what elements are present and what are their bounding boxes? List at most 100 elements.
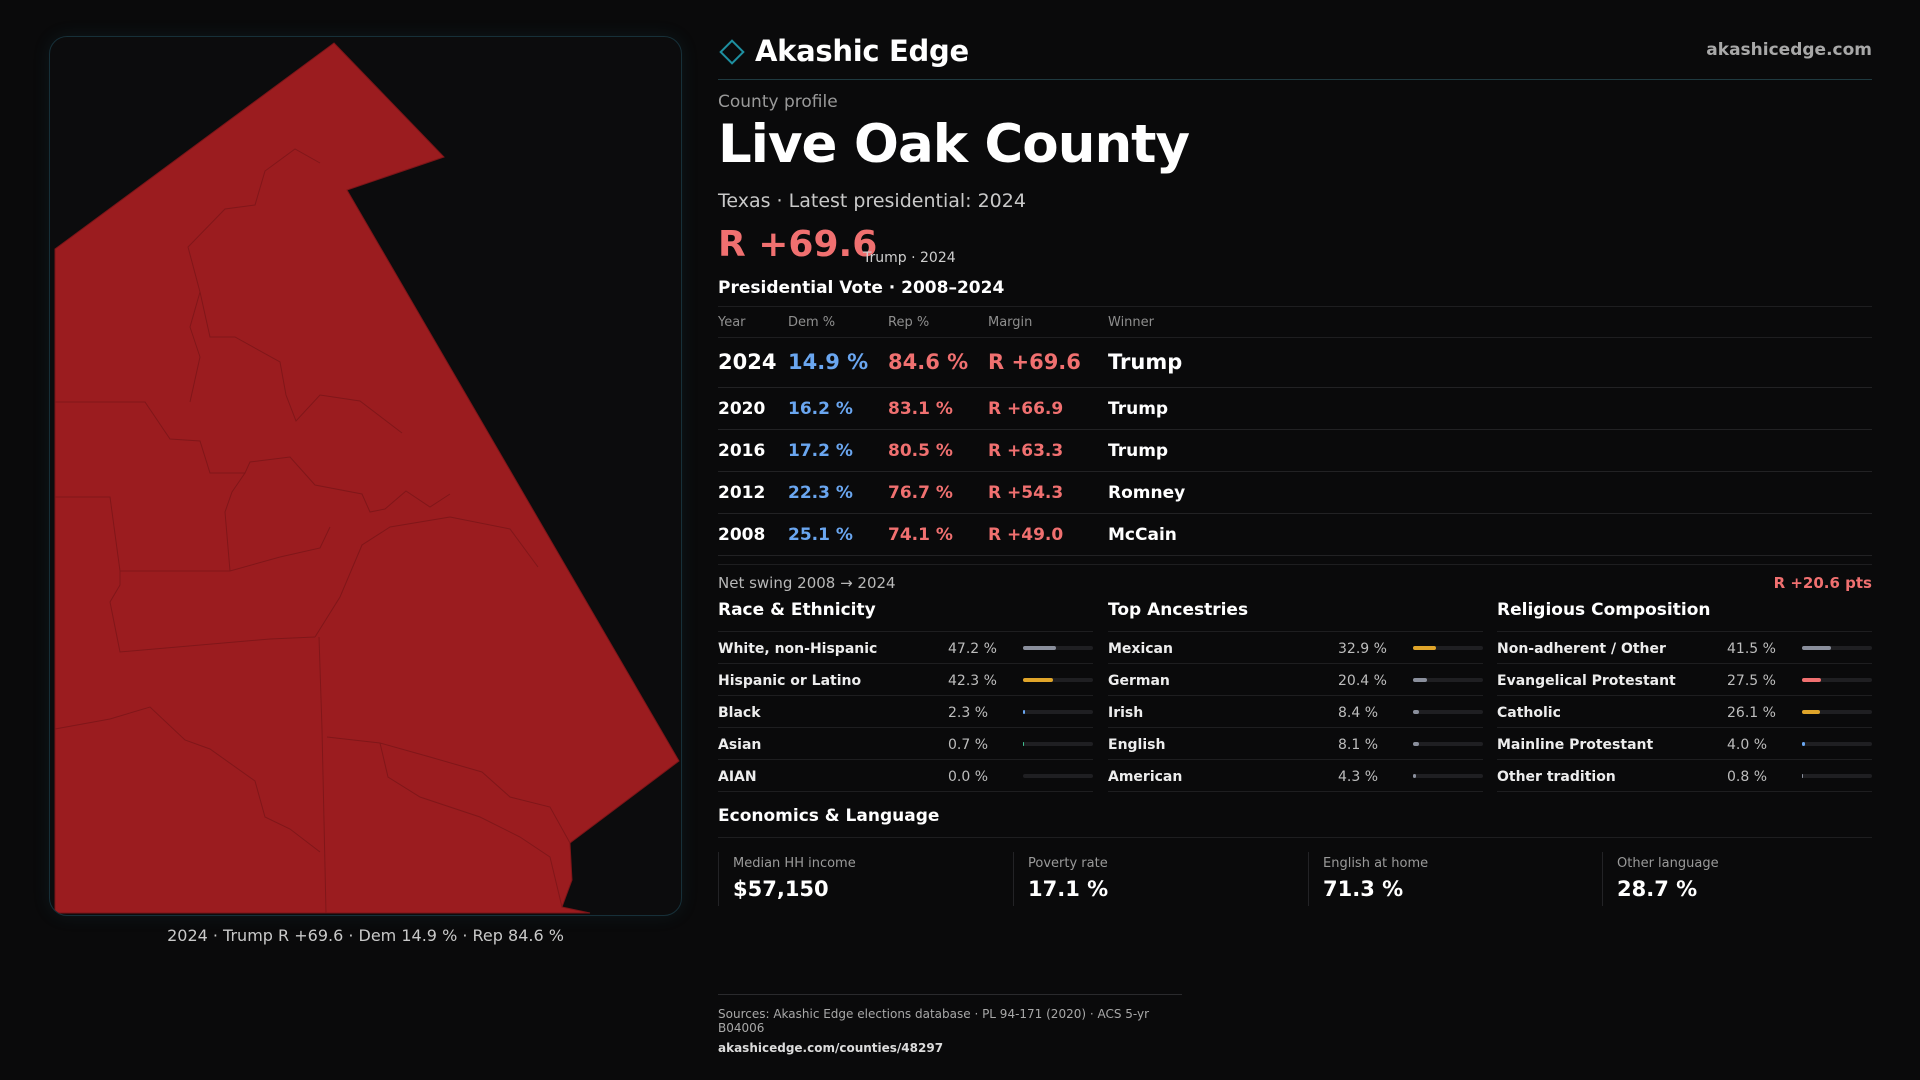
percent-bar-track	[1023, 710, 1093, 714]
cell-margin: R +49.0	[988, 525, 1064, 545]
item-percent: 47.2 %	[948, 641, 997, 657]
stat-value: 17.1 %	[1028, 877, 1109, 901]
economics-header: Economics & Language	[718, 806, 1872, 838]
cell-dem: 17.2 %	[788, 441, 853, 461]
item-percent: 27.5 %	[1727, 673, 1776, 689]
cell-margin: R +54.3	[988, 483, 1064, 503]
percent-bar-fill	[1802, 742, 1805, 746]
item-label: American	[1108, 769, 1183, 785]
cell-winner: McCain	[1108, 525, 1177, 545]
list-item: AIAN 0.0 %	[718, 760, 1093, 792]
stat-label: Other language	[1617, 856, 1719, 871]
item-label: English	[1108, 737, 1166, 753]
stat-card-income: Median HH income $57,150	[718, 852, 998, 906]
list-item: Mainline Protestant 4.0 %	[1497, 728, 1872, 760]
stat-card-poverty: Poverty rate 17.1 %	[1013, 852, 1293, 906]
cell-winner: Trump	[1108, 399, 1169, 419]
list-item: Evangelical Protestant 27.5 %	[1497, 664, 1872, 696]
percent-bar-track	[1802, 710, 1872, 714]
cell-rep: 76.7 %	[888, 483, 953, 503]
vote-table-header: Year Dem % Rep % Margin Winner	[718, 306, 1872, 338]
item-label: Mainline Protestant	[1497, 737, 1654, 753]
stat-value: 71.3 %	[1323, 877, 1404, 901]
col-header-rep: Rep %	[888, 315, 930, 330]
percent-bar-track	[1802, 742, 1872, 746]
item-label: Non-adherent / Other	[1497, 641, 1666, 657]
percent-bar-fill	[1802, 646, 1832, 650]
item-label: Evangelical Protestant	[1497, 673, 1676, 689]
percent-bar-track	[1802, 646, 1872, 650]
stat-value: 28.7 %	[1617, 877, 1698, 901]
cell-rep: 74.1 %	[888, 525, 953, 545]
stat-label: Poverty rate	[1028, 856, 1108, 871]
table-row: 2016 17.2 % 80.5 % R +63.3 Trump	[718, 430, 1872, 472]
footer-url-link[interactable]: akashicedge.com/counties/48297	[718, 1041, 944, 1055]
item-percent: 4.0 %	[1727, 737, 1768, 753]
percent-bar-fill	[1802, 678, 1822, 682]
race-section-title: Race & Ethnicity	[718, 600, 1093, 632]
ancestry-section-title: Top Ancestries	[1108, 600, 1483, 632]
percent-bar-fill	[1023, 742, 1025, 746]
percent-bar-track	[1023, 678, 1093, 682]
list-item: Irish 8.4 %	[1108, 696, 1483, 728]
footer: Sources: Akashic Edge elections database…	[718, 994, 1182, 1055]
percent-bar-fill	[1023, 710, 1025, 714]
item-percent: 8.1 %	[1338, 737, 1379, 753]
list-item: Black 2.3 %	[718, 696, 1093, 728]
percent-bar-track	[1413, 678, 1483, 682]
cell-year: 2008	[718, 525, 766, 545]
item-percent: 8.4 %	[1338, 705, 1379, 721]
percent-bar-fill	[1023, 646, 1057, 650]
percent-bar-fill	[1413, 710, 1419, 714]
list-item: German 20.4 %	[1108, 664, 1483, 696]
percent-bar-track	[1802, 678, 1872, 682]
table-row: 2008 25.1 % 74.1 % R +49.0 McCain	[718, 514, 1872, 556]
map-caption: 2024 · Trump R +69.6 · Dem 14.9 % · Rep …	[167, 926, 564, 945]
brand-url-link[interactable]: akashicedge.com	[1706, 40, 1872, 60]
list-item: English 8.1 %	[1108, 728, 1483, 760]
ancestries-section: Top Ancestries Mexican 32.9 % German 20.4 %…	[1108, 600, 1483, 792]
percent-bar-track	[1413, 742, 1483, 746]
list-item: Asian 0.7 %	[718, 728, 1093, 760]
cell-margin: R +63.3	[988, 441, 1064, 461]
percent-bar-fill	[1802, 710, 1821, 714]
item-percent: 0.8 %	[1727, 769, 1768, 785]
item-percent: 41.5 %	[1727, 641, 1776, 657]
page-title: Live Oak County	[718, 114, 1190, 175]
stat-card-english: English at home 71.3 %	[1308, 852, 1588, 906]
cell-dem: 22.3 %	[788, 483, 853, 503]
col-header-winner: Winner	[1108, 315, 1155, 330]
item-label: Hispanic or Latino	[718, 673, 862, 689]
cell-rep: 83.1 %	[888, 399, 953, 419]
cell-dem: 16.2 %	[788, 399, 853, 419]
economics-section-title: Economics & Language	[718, 806, 940, 826]
county-map-panel	[49, 36, 682, 916]
net-swing-label: Net swing 2008 → 2024	[718, 574, 896, 592]
race-ethnicity-section: Race & Ethnicity White, non-Hispanic 47.2…	[718, 600, 1093, 792]
item-label: Asian	[718, 737, 762, 753]
list-item: American 4.3 %	[1108, 760, 1483, 792]
cell-year: 2024	[718, 350, 777, 374]
diamond-logo-icon	[719, 39, 745, 65]
percent-bar-track	[1802, 774, 1872, 778]
item-percent: 32.9 %	[1338, 641, 1387, 657]
headline-margin-note: Trump · 2024	[863, 250, 956, 266]
page-subtitle: Texas · Latest presidential: 2024	[718, 190, 1026, 212]
list-item: Other tradition 0.8 %	[1497, 760, 1872, 792]
percent-bar-track	[1023, 774, 1093, 778]
page-eyebrow: County profile	[718, 92, 838, 112]
religion-section: Religious Composition Non-adherent / Oth…	[1497, 600, 1872, 792]
cell-dem: 25.1 %	[788, 525, 853, 545]
cell-margin: R +69.6	[988, 350, 1081, 374]
religion-section-title: Religious Composition	[1497, 600, 1872, 632]
item-label: Irish	[1108, 705, 1144, 721]
cell-year: 2012	[718, 483, 766, 503]
cell-margin: R +66.9	[988, 399, 1064, 419]
list-item: Hispanic or Latino 42.3 %	[718, 664, 1093, 696]
headline-margin: R +69.6	[718, 224, 878, 265]
table-row: 2024 14.9 % 84.6 % R +69.6 Trump	[718, 338, 1872, 388]
list-item: Catholic 26.1 %	[1497, 696, 1872, 728]
stat-card-other-language: Other language 28.7 %	[1602, 852, 1882, 906]
percent-bar-fill	[1413, 774, 1416, 778]
percent-bar-fill	[1802, 774, 1804, 778]
